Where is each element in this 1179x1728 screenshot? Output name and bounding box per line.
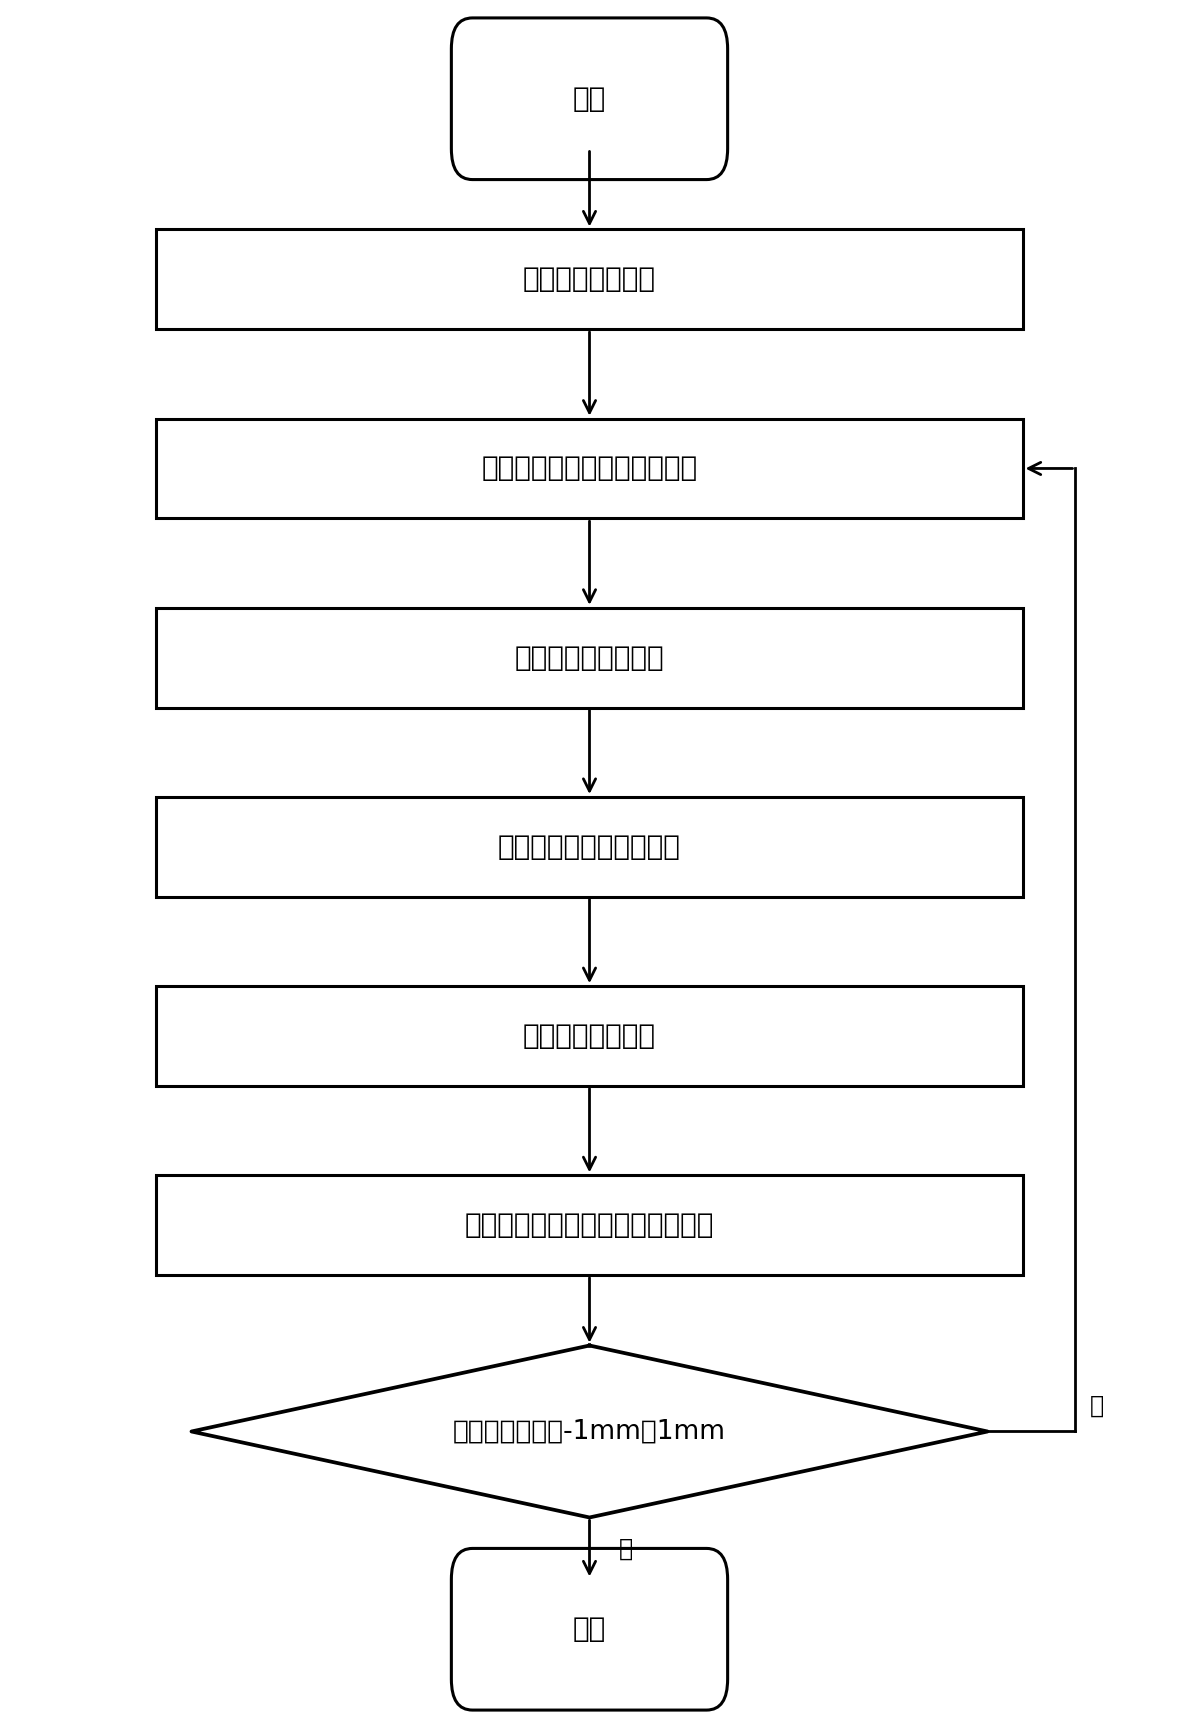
Text: 选取计算区域介质及求解模型: 选取计算区域介质及求解模型 (481, 454, 698, 482)
Text: 是: 是 (619, 1536, 633, 1560)
FancyBboxPatch shape (157, 797, 1022, 897)
Text: 否: 否 (1089, 1394, 1104, 1417)
FancyBboxPatch shape (157, 1175, 1022, 1275)
Text: 输入喷油器相关参数: 输入喷油器相关参数 (515, 643, 664, 672)
Text: 计算获取喷油器实际油束落点坐标: 计算获取喷油器实际油束落点坐标 (465, 1211, 714, 1239)
FancyBboxPatch shape (452, 1548, 727, 1711)
Text: 设定计算结果变量: 设定计算结果变量 (523, 1021, 656, 1051)
FancyBboxPatch shape (157, 230, 1022, 328)
FancyBboxPatch shape (157, 608, 1022, 707)
Text: 设定初始条件和边界条件: 设定初始条件和边界条件 (498, 833, 681, 861)
Text: 落点误差是否在-1mm～1mm: 落点误差是否在-1mm～1mm (453, 1419, 726, 1445)
Text: 结束: 结束 (573, 1616, 606, 1643)
Polygon shape (191, 1346, 988, 1517)
FancyBboxPatch shape (452, 17, 727, 180)
Text: 划分定容区域网格: 划分定容区域网格 (523, 266, 656, 294)
Text: 开始: 开始 (573, 85, 606, 112)
FancyBboxPatch shape (157, 987, 1022, 1085)
FancyBboxPatch shape (157, 418, 1022, 518)
